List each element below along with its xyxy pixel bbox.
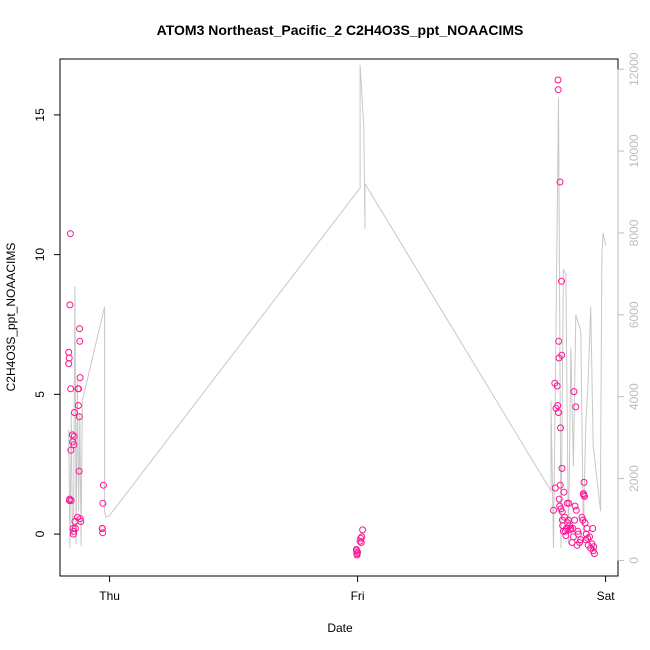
series-points — [65, 76, 598, 559]
data-point — [558, 351, 566, 359]
data-point — [553, 382, 561, 390]
data-point — [66, 301, 74, 309]
data-point — [586, 533, 593, 541]
data-point — [76, 337, 84, 345]
data-point — [98, 525, 106, 532]
data-point — [572, 403, 580, 411]
data-point — [577, 536, 585, 544]
data-point — [77, 518, 85, 525]
data-point — [353, 547, 361, 555]
data-point — [99, 481, 107, 489]
data-point — [550, 506, 557, 514]
data-point — [67, 497, 75, 504]
data-point — [70, 432, 78, 440]
data-point — [76, 325, 84, 333]
y-tick-label: 5 — [33, 391, 47, 398]
x-tick-label: Thu — [99, 589, 120, 603]
data-point — [584, 534, 592, 542]
data-point — [75, 467, 83, 475]
data-point — [356, 537, 364, 545]
data-point — [589, 525, 597, 532]
chart-title: ATOM3 Northeast_Pacific_2 C2H4O3S_ppt_NO… — [157, 22, 524, 38]
x-tick-label: Sat — [597, 589, 616, 603]
x-axis-label: Date — [327, 621, 353, 635]
y-tick-label: 15 — [33, 108, 47, 122]
data-point — [66, 230, 74, 238]
data-point — [554, 86, 562, 94]
y2-tick-label: 12000 — [627, 52, 641, 86]
data-point — [354, 548, 362, 556]
y-tick-label: 10 — [33, 248, 47, 262]
data-point — [571, 516, 579, 524]
data-point — [556, 481, 564, 489]
y-axis-label: C2H4O3S_ppt_NOAACIMS — [4, 243, 18, 392]
data-point — [358, 533, 366, 541]
data-point — [68, 431, 76, 439]
data-point — [554, 402, 562, 409]
data-point — [65, 354, 73, 362]
data-point — [581, 492, 588, 500]
data-point — [555, 409, 562, 416]
data-point — [558, 508, 566, 516]
data-point — [70, 441, 78, 449]
y2-tick-label: 4000 — [627, 383, 641, 410]
y-tick-label: 0 — [33, 530, 47, 537]
data-point — [554, 76, 562, 84]
data-point — [357, 534, 365, 542]
data-point — [353, 551, 361, 559]
data-point — [556, 178, 564, 186]
y-axis-left: 0 5 10 15 — [33, 108, 61, 537]
y2-tick-label: 10000 — [627, 134, 641, 168]
data-point — [567, 525, 575, 532]
data-point — [99, 499, 107, 507]
data-point — [572, 506, 580, 514]
data-point — [578, 513, 586, 521]
data-point — [75, 413, 83, 421]
data-point — [580, 478, 588, 486]
data-point — [590, 550, 598, 558]
data-point — [558, 277, 565, 285]
data-point — [99, 529, 107, 537]
data-point — [66, 495, 74, 503]
y2-tick-label: 2000 — [627, 465, 641, 492]
data-point — [560, 488, 568, 496]
data-point — [555, 337, 563, 345]
data-point — [571, 502, 579, 510]
data-point — [557, 424, 564, 432]
data-point — [574, 530, 582, 538]
data-point — [570, 388, 578, 396]
data-point — [590, 543, 598, 551]
data-point — [74, 402, 82, 409]
data-point — [76, 374, 84, 382]
data-point — [67, 385, 75, 393]
data-point — [562, 532, 570, 539]
data-point — [574, 527, 582, 535]
data-point — [71, 525, 79, 532]
data-point — [67, 446, 75, 454]
data-point — [565, 499, 573, 507]
data-point — [76, 515, 84, 523]
y2-tick-label: 8000 — [627, 219, 641, 246]
data-point — [558, 464, 566, 472]
data-point — [75, 385, 83, 393]
data-point — [359, 526, 367, 534]
x-tick-label: Fri — [351, 589, 365, 603]
data-point — [70, 409, 78, 416]
data-point — [555, 495, 563, 503]
y-axis-right: 0 2000 4000 6000 8000 10000 12000 — [617, 52, 641, 564]
x-axis: Thu Fri Sat — [99, 575, 616, 603]
y2-tick-label: 0 — [627, 557, 641, 564]
y2-tick-label: 6000 — [627, 301, 641, 328]
